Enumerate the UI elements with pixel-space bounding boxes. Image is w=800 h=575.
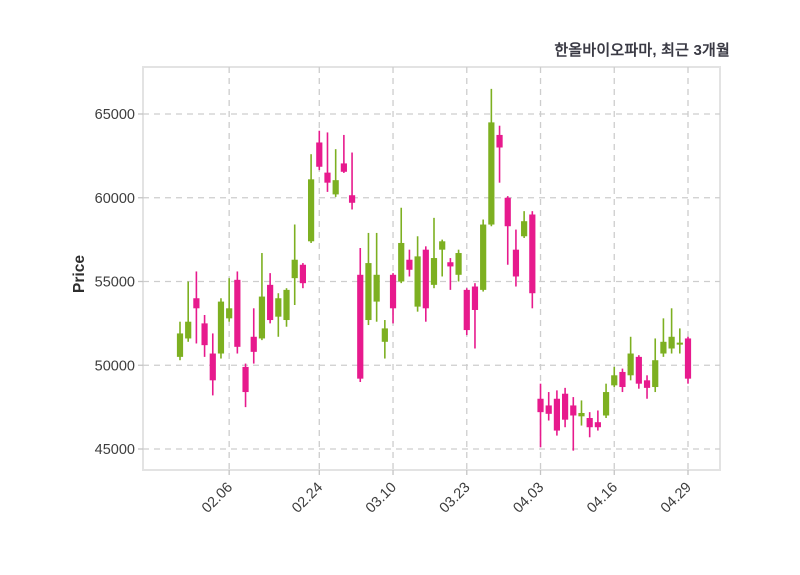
candle-body — [455, 253, 462, 275]
candle-body — [652, 360, 659, 388]
candle-body — [381, 328, 388, 342]
candle-body — [242, 366, 249, 393]
candle-body — [357, 274, 364, 379]
x-tick-label: 04.16 — [584, 480, 621, 517]
candle-body — [373, 274, 380, 302]
x-tick-label: 02.24 — [289, 480, 326, 517]
candle-body — [398, 242, 405, 282]
candle-body — [660, 341, 667, 354]
candle-body — [340, 163, 347, 172]
candle-body — [504, 197, 511, 227]
candle-body — [283, 289, 290, 321]
candle-body — [619, 371, 626, 388]
candle-body — [406, 259, 413, 270]
x-tick-label: 03.10 — [363, 480, 400, 517]
candle-body — [561, 393, 569, 420]
chart-title: 한올바이오파마, 최근 3개월 — [554, 42, 730, 59]
candle-body — [602, 392, 610, 416]
candle-body — [439, 241, 446, 250]
candle-body — [537, 398, 544, 413]
candle-body — [324, 172, 331, 183]
candle-body — [521, 221, 528, 237]
candle-body — [684, 338, 692, 379]
candle-body — [529, 214, 536, 294]
y-tick-label: 60000 — [95, 191, 135, 207]
candle-body — [545, 405, 552, 414]
candle-body — [512, 249, 520, 277]
candle-body — [365, 263, 372, 321]
candle-body — [676, 342, 683, 345]
x-tick-label: 03.23 — [437, 480, 474, 517]
candle-body — [389, 274, 397, 309]
candle-body — [553, 398, 561, 431]
candle-body — [578, 412, 585, 417]
y-tick-label: 65000 — [95, 107, 135, 123]
candle-body — [291, 259, 298, 279]
candle-body — [176, 333, 184, 357]
candle-body — [217, 301, 225, 354]
candle-body — [348, 195, 356, 203]
candle-body — [193, 298, 200, 309]
y-tick-label: 45000 — [95, 442, 135, 458]
candle-body — [307, 179, 315, 242]
candle-body — [185, 321, 192, 339]
candle-body — [414, 256, 421, 307]
candle-body — [635, 356, 642, 384]
x-tick-label: 02.06 — [199, 480, 236, 517]
candle-body — [668, 336, 675, 349]
candle-body — [447, 262, 454, 267]
candle-body — [258, 296, 266, 339]
candle-body — [430, 258, 438, 285]
candle-body — [480, 224, 487, 290]
candle-body — [586, 418, 593, 428]
x-tick-label: 04.29 — [658, 480, 695, 517]
y-tick-label: 50000 — [95, 358, 135, 374]
x-tick-label: 04.03 — [510, 480, 547, 517]
candle-body — [234, 279, 241, 347]
candle-body — [422, 249, 429, 309]
candle-body — [201, 323, 208, 346]
candle-body — [267, 284, 274, 321]
candle-body — [209, 353, 216, 381]
candle-body — [226, 308, 233, 319]
candle-body — [332, 180, 339, 195]
candle-body — [463, 289, 470, 331]
y-tick-label: 55000 — [95, 275, 135, 291]
candle-body — [299, 264, 307, 284]
candle-body — [627, 353, 634, 376]
candle-body — [250, 336, 257, 352]
candle-body — [611, 375, 618, 386]
candle-body — [488, 122, 495, 225]
candle-body — [471, 286, 479, 310]
candle-body — [643, 380, 651, 388]
candle-body — [316, 142, 323, 167]
candle-body — [275, 298, 282, 317]
candle-body — [570, 405, 577, 416]
candle-body — [496, 134, 503, 148]
candle-body — [594, 422, 601, 428]
y-axis-title: Price — [71, 255, 88, 293]
